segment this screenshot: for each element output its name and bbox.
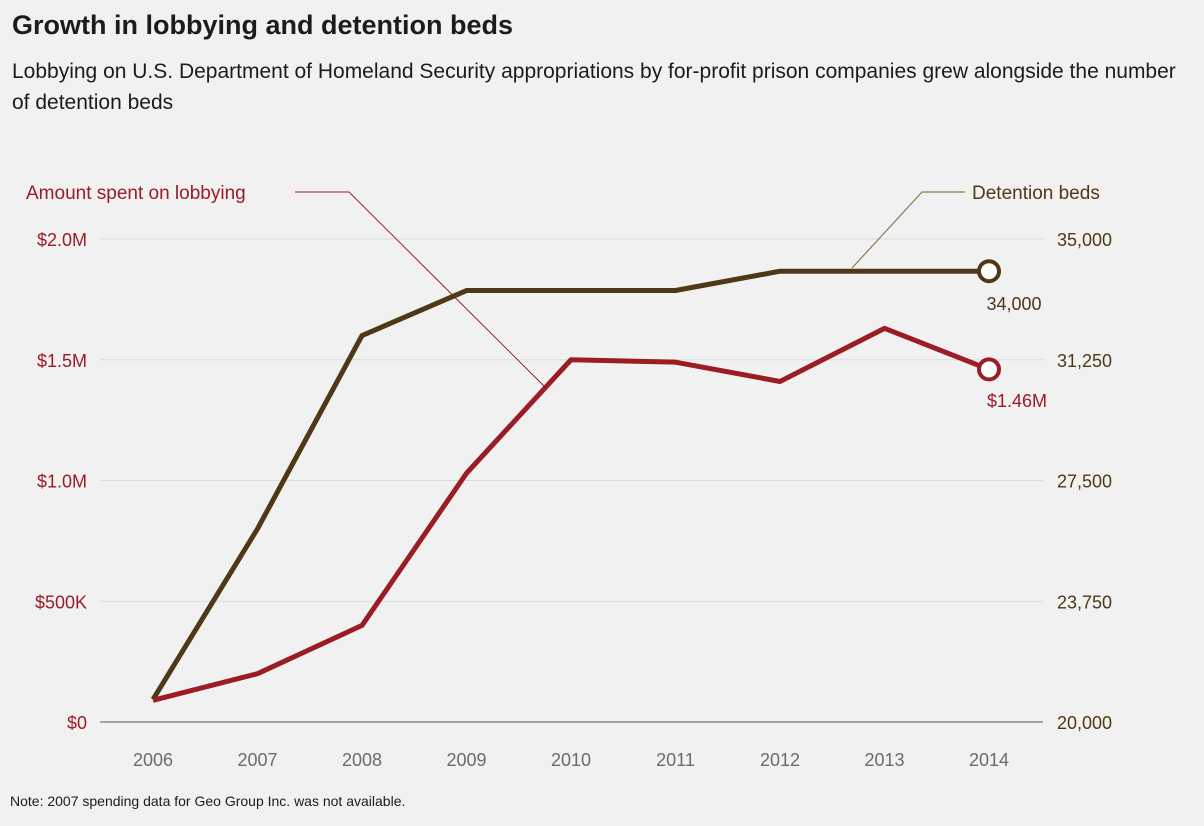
x-tick-label: 2011	[656, 750, 695, 770]
end-value-detention-beds: 34,000	[986, 294, 1041, 314]
footnote: Note: 2007 spending data for Geo Group I…	[10, 793, 406, 809]
series	[150, 259, 1001, 703]
series-line-lobbying	[152, 325, 990, 703]
left-tick-label: $1.0M	[37, 472, 87, 492]
x-tick-label: 2010	[551, 750, 591, 770]
axes: $0 $500K $1.0M $1.5M $2.0M 20,000 23,750 27,500…	[35, 230, 1112, 770]
left-tick-label: $2.0M	[37, 230, 87, 250]
labels: Amount spent on lobbying Detention beds 34…	[26, 183, 1100, 411]
leader-lines	[295, 191, 965, 389]
left-tick-label: $0	[67, 713, 87, 733]
x-tick-label: 2007	[237, 750, 277, 770]
series-line-detention-beds	[150, 268, 989, 701]
left-tick-label: $500K	[35, 592, 87, 612]
series-label-lobbying: Amount spent on lobbying	[26, 183, 246, 204]
x-tick-label: 2014	[969, 750, 1009, 770]
right-tick-label: 23,750	[1057, 592, 1112, 612]
chart-subtitle: Lobbying on U.S. Department of Homeland …	[12, 60, 1176, 114]
end-marker-detention-beds	[977, 259, 1001, 284]
x-tick-label: 2013	[864, 750, 904, 770]
chart-title: Growth in lobbying and detention beds	[12, 10, 513, 40]
right-tick-label: 20,000	[1057, 713, 1112, 733]
right-tick-label: 27,500	[1057, 472, 1112, 492]
x-tick-label: 2012	[760, 750, 800, 770]
x-tick-label: 2009	[446, 750, 486, 770]
series-label-detention-beds: Detention beds	[972, 183, 1100, 204]
right-tick-label: 31,250	[1057, 351, 1112, 371]
left-tick-label: $1.5M	[37, 351, 87, 371]
x-tick-label: 2006	[133, 750, 173, 770]
x-tick-label: 2008	[342, 750, 382, 770]
right-tick-label: 35,000	[1057, 230, 1112, 250]
lobbying-leader-line	[295, 191, 547, 389]
gridlines	[100, 238, 1043, 723]
beds-leader-line	[851, 191, 965, 269]
end-marker-lobbying	[977, 357, 1001, 382]
end-value-lobbying: $1.46M	[987, 391, 1047, 411]
